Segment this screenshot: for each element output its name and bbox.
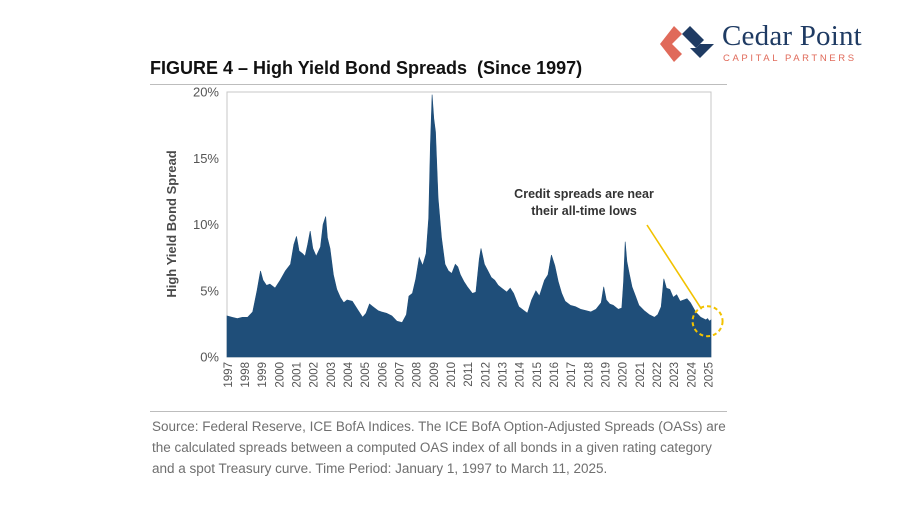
x-tick-label: 2006 [377,362,389,388]
x-tick-label: 2017 [566,362,578,388]
x-tick-label: 2024 [686,361,698,387]
cedar-point-logo-icon [660,26,714,62]
x-tick-label: 1998 [240,362,252,388]
x-tick-label: 2013 [497,362,509,388]
spread-area [226,94,712,358]
x-tick-label: 2001 [292,362,304,388]
x-tick-label: 2015 [532,362,544,388]
source-note: Source: Federal Reserve, ICE BofA Indice… [152,419,726,476]
y-axis: 0% 5% 10% 15% 20% [193,86,219,365]
x-tick-label: 2000 [274,362,286,388]
x-tick-label: 2012 [480,362,492,388]
y-axis-label: High Yield Bond Spread [164,150,179,297]
x-tick-label: 2008 [412,362,424,388]
figure-title: FIGURE 4 – High Yield Bond Spreads (Sinc… [150,58,583,78]
x-tick-label: 1999 [257,362,269,388]
source-divider [150,411,727,412]
x-tick-label: 2003 [326,362,338,388]
x-tick-label: 2018 [583,362,595,388]
spread-chart: 0% 5% 10% 15% 20% 1997 1998 1999 2000 2001 2002 20… [164,86,724,388]
x-tick-label: 2023 [669,362,681,388]
x-axis: 1997 1998 1999 2000 2001 2002 2003 2004 2005 2006… [223,361,716,387]
x-tick-label: 2022 [652,362,664,388]
y-tick-label: 20% [193,86,219,100]
x-tick-label: 2021 [635,362,647,388]
y-tick-label: 15% [193,151,219,166]
company-logo: Cedar Point CAPITAL PARTNERS [660,20,880,66]
x-tick-label: 2020 [618,362,630,388]
x-tick-label: 2002 [309,362,321,388]
x-tick-label: 2025 [703,362,715,388]
annotation-text-line-2: their all-time lows [531,204,637,218]
y-tick-label: 0% [200,350,219,365]
x-tick-label: 2016 [549,362,561,388]
x-tick-label: 2005 [360,362,372,388]
x-tick-label: 2009 [429,362,441,388]
x-tick-label: 2010 [446,362,458,388]
annotation-highlight-circle [691,305,724,338]
y-tick-label: 5% [200,283,219,298]
x-tick-label: 2004 [343,361,355,387]
brand-name: Cedar Point [722,20,862,52]
annotation-pointer-line [646,224,703,310]
annotation-text-line-1: Credit spreads are near [514,187,654,201]
title-divider [150,84,727,85]
y-tick-label: 10% [193,217,219,232]
annotation: Credit spreads are near their all-time l… [514,187,724,338]
x-tick-label: 1997 [223,362,235,388]
x-tick-label: 2019 [600,362,612,388]
brand-tagline: CAPITAL PARTNERS [723,53,857,64]
x-tick-label: 2014 [515,361,527,387]
x-tick-label: 2007 [394,362,406,388]
x-tick-label: 2011 [463,362,475,387]
